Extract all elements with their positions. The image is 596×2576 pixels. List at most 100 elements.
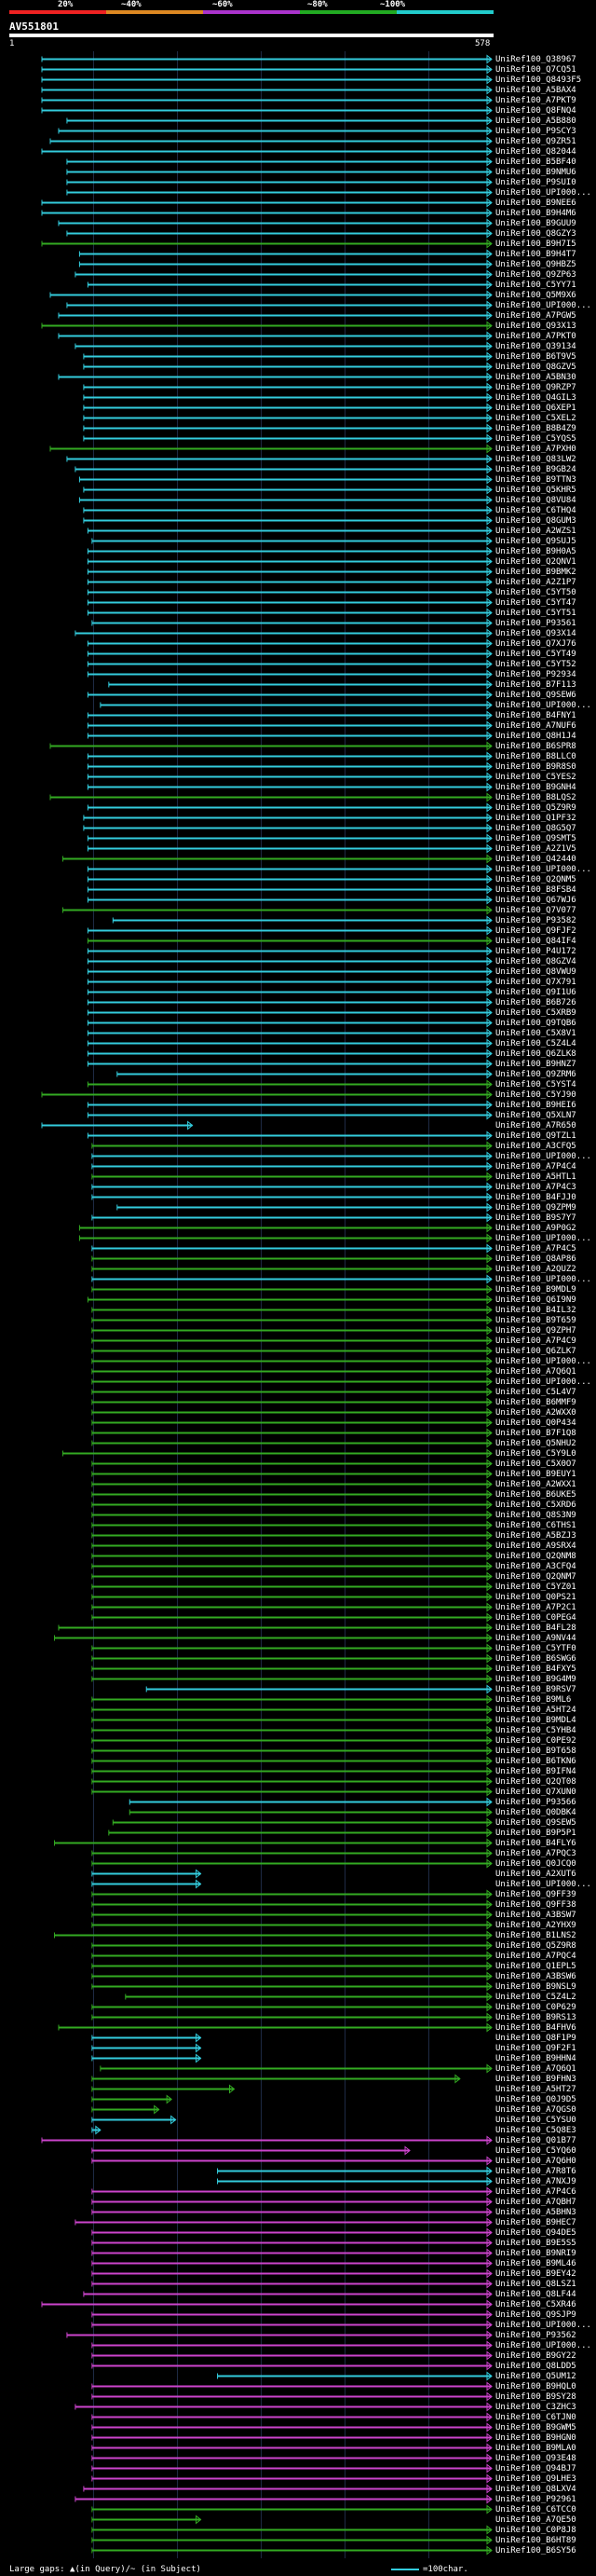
hit-label[interactable]: UniRef100_B9HGN0	[495, 2432, 576, 2443]
hit-label[interactable]: UniRef100_A5HT24	[495, 1705, 576, 1715]
hit-label[interactable]: UniRef100_A5HTL1	[495, 1172, 576, 1182]
hit-label[interactable]: UniRef100_A2QUZ2	[495, 1264, 576, 1274]
hit-label[interactable]: UniRef100_B6T9V5	[495, 351, 576, 362]
hit-label[interactable]: UniRef100_A7NXJ9	[495, 2176, 576, 2186]
hit-label[interactable]: UniRef100_Q9ZR51	[495, 136, 576, 146]
hit-label[interactable]: UniRef100_Q2QNM8	[495, 1551, 576, 1561]
hit-label[interactable]: UniRef100_B9EUY1	[495, 1469, 576, 1479]
hit-label[interactable]: UniRef100_B7F1Q8	[495, 1428, 576, 1438]
hit-label[interactable]: UniRef100_Q8FNQ4	[495, 105, 576, 116]
hit-label[interactable]: UniRef100_Q82044	[495, 146, 576, 157]
hit-label[interactable]: UniRef100_Q7XJ76	[495, 638, 576, 649]
hit-label[interactable]: UniRef100_A7P4C6	[495, 2186, 576, 2197]
hit-label[interactable]: UniRef100_B9HQL0	[495, 2381, 576, 2391]
hit-label[interactable]: UniRef100_UPI000...	[495, 187, 591, 198]
hit-label[interactable]: UniRef100_B6TKN6	[495, 1756, 576, 1766]
hit-label[interactable]: UniRef100_Q8LXV4	[495, 2484, 576, 2494]
hit-label[interactable]: UniRef100_Q2QT08	[495, 1776, 576, 1787]
hit-label[interactable]: UniRef100_Q9I1U6	[495, 987, 576, 997]
hit-label[interactable]: UniRef100_C5YT49	[495, 649, 576, 659]
hit-label[interactable]: UniRef100_Q8GZY3	[495, 228, 576, 239]
hit-label[interactable]: UniRef100_UPI000...	[495, 2320, 591, 2330]
hit-label[interactable]: UniRef100_Q8G5Q7	[495, 823, 576, 833]
hit-label[interactable]: UniRef100_B4FLY6	[495, 1838, 576, 1848]
hit-label[interactable]: UniRef100_A7PKT9	[495, 95, 576, 105]
hit-label[interactable]: UniRef100_B9HEI6	[495, 1100, 576, 1110]
hit-label[interactable]: UniRef100_A7QGS0	[495, 2104, 576, 2115]
hit-label[interactable]: UniRef100_Q9LHE3	[495, 2473, 576, 2484]
hit-label[interactable]: UniRef100_Q8LSZ1	[495, 2279, 576, 2289]
hit-label[interactable]: UniRef100_B8LLC0	[495, 751, 576, 761]
hit-label[interactable]: UniRef100_B9TTN3	[495, 474, 576, 485]
hit-label[interactable]: UniRef100_B9RS13	[495, 2012, 576, 2022]
hit-label[interactable]: UniRef100_P9SCY3	[495, 126, 576, 136]
hit-label[interactable]: UniRef100_B4FL28	[495, 1623, 576, 1633]
hit-label[interactable]: UniRef100_B9GB24	[495, 464, 576, 474]
hit-label[interactable]: UniRef100_C5X0O7	[495, 1459, 576, 1469]
hit-label[interactable]: UniRef100_B4FHV6	[495, 2022, 576, 2033]
hit-label[interactable]: UniRef100_P93561	[495, 618, 576, 628]
hit-label[interactable]: UniRef100_B9EY42	[495, 2268, 576, 2279]
hit-label[interactable]: UniRef100_A9NV44	[495, 1633, 576, 1643]
hit-label[interactable]: UniRef100_Q93E48	[495, 2453, 576, 2463]
hit-label[interactable]: UniRef100_B9RSV7	[495, 1684, 576, 1694]
hit-label[interactable]: UniRef100_Q0P434	[495, 1418, 576, 1428]
hit-label[interactable]: UniRef100_P93562	[495, 2330, 576, 2340]
hit-label[interactable]: UniRef100_C5YQ60	[495, 2145, 576, 2156]
hit-label[interactable]: UniRef100_A7PQC3	[495, 1848, 576, 1858]
hit-label[interactable]: UniRef100_Q8LDD5	[495, 2361, 576, 2371]
hit-label[interactable]: UniRef100_Q8493F5	[495, 75, 582, 85]
hit-label[interactable]: UniRef100_A3CFQ4	[495, 1561, 576, 1571]
hit-label[interactable]: UniRef100_A9SRX4	[495, 1541, 576, 1551]
hit-label[interactable]: UniRef100_A7R8T6	[495, 2166, 576, 2176]
hit-label[interactable]: UniRef100_Q9ZRM6	[495, 1069, 576, 1079]
hit-label[interactable]: UniRef100_C0PE92	[495, 1735, 576, 1746]
hit-label[interactable]: UniRef100_A2Z1P7	[495, 577, 576, 587]
hit-label[interactable]: UniRef100_Q9FJF2	[495, 925, 576, 936]
hit-label[interactable]: UniRef100_P93566	[495, 1797, 576, 1807]
hit-label[interactable]: UniRef100_C5L4V7	[495, 1387, 576, 1397]
hit-label[interactable]: UniRef100_B6SPR8	[495, 741, 576, 751]
hit-label[interactable]: UniRef100_UPI000...	[495, 2340, 591, 2350]
hit-label[interactable]: UniRef100_A7Q6Q1	[495, 2063, 576, 2074]
hit-label[interactable]: UniRef100_B9HEC7	[495, 2217, 576, 2227]
hit-label[interactable]: UniRef100_B9E5S5	[495, 2238, 576, 2248]
hit-label[interactable]: UniRef100_B8LQS2	[495, 792, 576, 802]
hit-label[interactable]: UniRef100_B9H4T7	[495, 249, 576, 259]
hit-label[interactable]: UniRef100_C5Z4L2	[495, 1992, 576, 2002]
hit-label[interactable]: UniRef100_A3CFQ5	[495, 1141, 576, 1151]
hit-label[interactable]: UniRef100_Q9SUJ5	[495, 536, 576, 546]
hit-label[interactable]: UniRef100_Q94BJ7	[495, 2463, 576, 2473]
hit-label[interactable]: UniRef100_Q9TQB6	[495, 1018, 576, 1028]
hit-label[interactable]: UniRef100_Q8VWU9	[495, 966, 576, 977]
hit-label[interactable]: UniRef100_B4IL32	[495, 1305, 576, 1315]
hit-label[interactable]: UniRef100_Q9TZL1	[495, 1130, 576, 1141]
hit-label[interactable]: UniRef100_B9BMK2	[495, 567, 576, 577]
hit-label[interactable]: UniRef100_B4FNY1	[495, 710, 576, 720]
hit-label[interactable]: UniRef100_B9ML46	[495, 2258, 576, 2268]
hit-label[interactable]: UniRef100_Q9SEW5	[495, 1817, 576, 1828]
hit-label[interactable]: UniRef100_Q83LW2	[495, 454, 576, 464]
hit-label[interactable]: UniRef100_C5YJ90	[495, 1089, 576, 1100]
hit-label[interactable]: UniRef100_Q93X14	[495, 628, 576, 638]
hit-label[interactable]: UniRef100_B9H7I5	[495, 239, 576, 249]
hit-label[interactable]: UniRef100_Q9SJP9	[495, 2309, 576, 2320]
hit-label[interactable]: UniRef100_A7NUF6	[495, 720, 576, 731]
hit-label[interactable]: UniRef100_B9T658	[495, 1746, 576, 1756]
hit-label[interactable]: UniRef100_P93582	[495, 915, 576, 925]
hit-label[interactable]: UniRef100_B4FJJ0	[495, 1192, 576, 1202]
hit-label[interactable]: UniRef100_Q6XEP1	[495, 403, 576, 413]
hit-label[interactable]: UniRef100_UPI000...	[495, 700, 591, 710]
hit-label[interactable]: UniRef100_UPI000...	[495, 1151, 591, 1161]
hit-label[interactable]: UniRef100_C5XRB9	[495, 1007, 576, 1018]
hit-label[interactable]: UniRef100_Q8GZV5	[495, 362, 576, 372]
hit-label[interactable]: UniRef100_Q2QNM7	[495, 1571, 576, 1582]
hit-label[interactable]: UniRef100_B9MDL4	[495, 1715, 576, 1725]
hit-label[interactable]: UniRef100_C6TJN0	[495, 2412, 576, 2422]
hit-label[interactable]: UniRef100_A7P4C3	[495, 1182, 576, 1192]
hit-label[interactable]: UniRef100_Q8GUM3	[495, 515, 576, 526]
hit-label[interactable]: UniRef100_Q0JCQ0	[495, 1858, 576, 1869]
hit-label[interactable]: UniRef100_A7PQC4	[495, 1951, 576, 1961]
hit-label[interactable]: UniRef100_C5YES2	[495, 772, 576, 782]
hit-label[interactable]: UniRef100_B6HT89	[495, 2535, 576, 2545]
